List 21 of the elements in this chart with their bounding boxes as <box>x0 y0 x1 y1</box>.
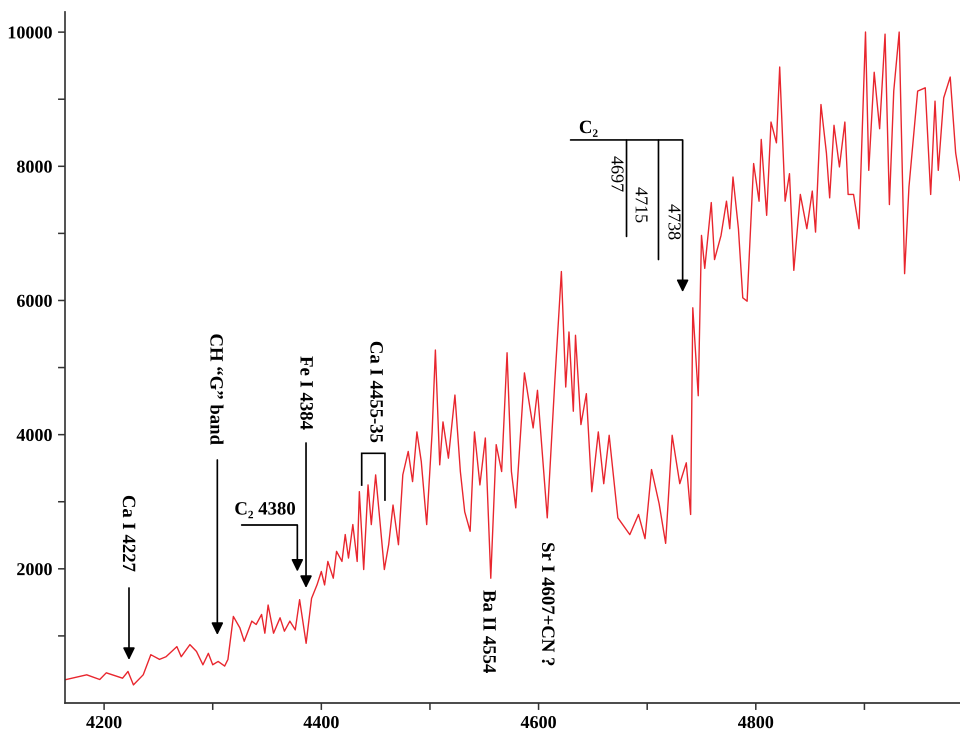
y-tick-label: 10000 <box>8 26 52 39</box>
x-tick-label: 4800 <box>738 716 774 728</box>
annotation: 4738 <box>668 204 681 240</box>
y-tick-label: 8000 <box>16 160 52 173</box>
annotation: Fe I 4384 <box>300 356 313 430</box>
annotation: Ca I 4455-35 <box>370 342 383 442</box>
y-tick-label: 2000 <box>17 563 52 576</box>
line-series <box>65 31 960 686</box>
x-tick-label: 4600 <box>520 716 556 728</box>
annotation: Ca I 4227 <box>122 496 136 572</box>
x-tick-label: 4200 <box>86 716 122 728</box>
x-tick-label: 4400 <box>304 716 339 728</box>
annotation: 4715 <box>636 187 648 222</box>
y-tick-label: 6000 <box>17 294 52 307</box>
annotation: 4697 <box>611 156 624 192</box>
y-tick-label: 4000 <box>16 428 52 442</box>
annotation: C₂ <box>580 120 598 137</box>
annotation: CH “G” band <box>210 334 224 445</box>
annotation: C₂ 4380 <box>235 502 295 518</box>
annotation: Ba II 4554 <box>483 590 496 674</box>
annotation: Sr I 4607+CN ? <box>542 543 555 666</box>
